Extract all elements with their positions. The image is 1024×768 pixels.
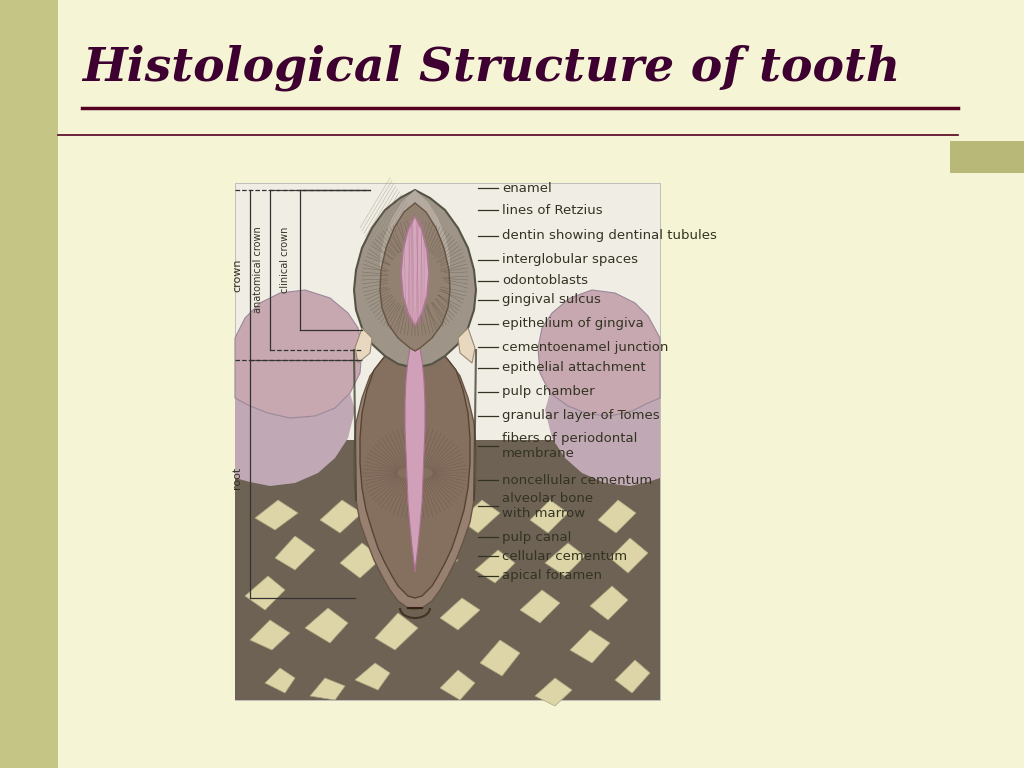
Text: cementoenamel junction: cementoenamel junction: [502, 340, 669, 353]
Text: enamel: enamel: [502, 181, 552, 194]
Polygon shape: [458, 328, 475, 363]
Text: granular layer of Tomes: granular layer of Tomes: [502, 409, 659, 422]
Text: fibers of periodontal
membrane: fibers of periodontal membrane: [502, 432, 637, 460]
Polygon shape: [440, 670, 475, 700]
Polygon shape: [475, 550, 515, 583]
Polygon shape: [480, 640, 520, 676]
Polygon shape: [545, 393, 660, 486]
Polygon shape: [255, 500, 298, 530]
Bar: [234, 440, 660, 700]
Polygon shape: [598, 500, 636, 533]
Text: clinical crown: clinical crown: [280, 227, 290, 293]
Polygon shape: [354, 190, 476, 368]
Bar: [234, 183, 660, 700]
Text: alveolar bone
with marrow: alveolar bone with marrow: [502, 492, 593, 520]
Text: crown: crown: [232, 258, 242, 292]
Polygon shape: [590, 586, 628, 620]
Text: gingival sulcus: gingival sulcus: [502, 293, 601, 306]
Bar: [950, 141, 1024, 173]
Text: cellular cementum: cellular cementum: [502, 549, 627, 562]
Polygon shape: [245, 576, 285, 610]
Text: apical foramen: apical foramen: [502, 570, 602, 582]
Polygon shape: [380, 203, 450, 351]
Text: epithelium of gingiva: epithelium of gingiva: [502, 317, 644, 330]
Bar: [0, 0, 58, 768]
Polygon shape: [460, 500, 500, 533]
Polygon shape: [545, 543, 585, 576]
Polygon shape: [305, 608, 348, 643]
Text: Histological Structure of tooth: Histological Structure of tooth: [82, 45, 900, 91]
Text: dentin showing dentinal tubules: dentin showing dentinal tubules: [502, 230, 717, 243]
Text: noncellular cementum: noncellular cementum: [502, 474, 652, 486]
Text: epithelial attachment: epithelial attachment: [502, 362, 645, 375]
Polygon shape: [530, 500, 568, 533]
Polygon shape: [375, 613, 418, 650]
Polygon shape: [380, 190, 450, 293]
Text: pulp canal: pulp canal: [502, 531, 571, 544]
Polygon shape: [234, 290, 362, 418]
Polygon shape: [520, 590, 560, 623]
Polygon shape: [615, 660, 650, 693]
Polygon shape: [310, 678, 345, 700]
Polygon shape: [340, 543, 382, 578]
Polygon shape: [406, 333, 425, 572]
Polygon shape: [275, 536, 315, 570]
Polygon shape: [355, 328, 372, 363]
Polygon shape: [440, 598, 480, 630]
Text: pulp chamber: pulp chamber: [502, 386, 595, 399]
Polygon shape: [355, 663, 390, 690]
Polygon shape: [401, 216, 429, 326]
Polygon shape: [319, 500, 362, 533]
Polygon shape: [234, 393, 355, 486]
Polygon shape: [250, 620, 290, 650]
Text: lines of Retzius: lines of Retzius: [502, 204, 603, 217]
Polygon shape: [610, 538, 648, 573]
Text: interglobular spaces: interglobular spaces: [502, 253, 638, 266]
Polygon shape: [415, 546, 458, 580]
Polygon shape: [265, 668, 295, 693]
Polygon shape: [390, 500, 430, 533]
Text: odontoblasts: odontoblasts: [502, 274, 588, 287]
Polygon shape: [538, 290, 660, 416]
Text: root: root: [232, 467, 242, 489]
Polygon shape: [570, 630, 610, 663]
Polygon shape: [360, 348, 470, 598]
Polygon shape: [354, 348, 476, 610]
Text: anatomical crown: anatomical crown: [253, 227, 263, 313]
Polygon shape: [535, 678, 572, 706]
